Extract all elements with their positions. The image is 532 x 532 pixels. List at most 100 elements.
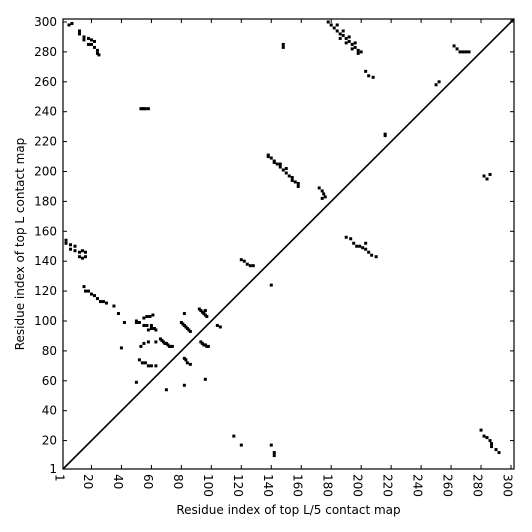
y-tick-label: 260 xyxy=(34,75,57,89)
x-tick-label: 140 xyxy=(261,474,275,497)
contact-point xyxy=(77,32,81,36)
contact-point xyxy=(347,39,351,43)
contact-point xyxy=(458,50,462,54)
x-tick-label: 80 xyxy=(171,474,185,489)
contact-point xyxy=(149,323,153,327)
x-tick-label: 260 xyxy=(441,474,455,497)
contact-point xyxy=(358,244,362,248)
contact-point xyxy=(335,29,339,33)
contact-point xyxy=(116,312,120,316)
y-tick-label: 160 xyxy=(34,224,57,238)
contact-point xyxy=(185,361,189,365)
contact-point xyxy=(326,20,330,24)
contact-point xyxy=(464,50,468,54)
contact-point xyxy=(170,344,174,348)
contact-point xyxy=(82,285,86,289)
contact-point xyxy=(353,41,357,45)
contact-point xyxy=(218,325,222,329)
contact-point xyxy=(269,156,273,160)
contact-point xyxy=(335,23,339,27)
x-tick-label: 40 xyxy=(111,474,125,489)
contact-point xyxy=(287,174,291,178)
contact-point xyxy=(296,181,300,185)
contact-point xyxy=(284,171,288,175)
contact-point xyxy=(371,75,375,79)
contact-point xyxy=(281,168,285,172)
contact-point xyxy=(215,323,219,327)
contact-points xyxy=(64,20,501,458)
contact-point xyxy=(479,428,483,432)
contact-point xyxy=(134,380,138,384)
y-tick-label: 40 xyxy=(42,404,57,418)
contact-point xyxy=(290,178,294,182)
contact-point xyxy=(364,247,368,251)
contact-point xyxy=(80,256,84,260)
contact-point xyxy=(149,364,153,368)
contact-point xyxy=(329,23,333,27)
contact-point xyxy=(182,312,186,316)
contact-point xyxy=(485,177,489,181)
contact-point xyxy=(322,192,326,196)
contact-point xyxy=(205,315,209,319)
x-tick-label: 1 xyxy=(53,474,67,482)
contact-point xyxy=(251,264,255,268)
x-tick-label: 240 xyxy=(411,474,425,497)
contact-point xyxy=(284,167,288,171)
contact-point xyxy=(95,297,99,301)
contact-point xyxy=(323,195,327,199)
contact-point xyxy=(290,175,294,179)
contact-point xyxy=(455,47,459,51)
contact-point xyxy=(95,48,99,52)
contact-point xyxy=(148,315,152,319)
contact-point xyxy=(119,346,123,350)
contact-point xyxy=(139,344,143,348)
contact-point xyxy=(356,51,360,55)
contact-point xyxy=(353,45,357,49)
contact-point xyxy=(497,451,501,455)
contact-point xyxy=(64,241,68,245)
y-tick-label: 280 xyxy=(34,45,57,59)
contact-point xyxy=(320,196,324,200)
y-tick-label: 60 xyxy=(42,374,57,388)
y-tick-label: 240 xyxy=(34,105,57,119)
contact-point xyxy=(142,341,146,345)
x-tick-label: 20 xyxy=(81,474,95,489)
y-tick-label: 140 xyxy=(34,254,57,268)
contact-point xyxy=(364,241,368,245)
contact-point xyxy=(143,361,147,365)
diagonal-line xyxy=(62,18,515,470)
contact-point xyxy=(338,36,342,40)
contact-point xyxy=(203,309,207,313)
contact-point xyxy=(356,48,360,52)
contact-point xyxy=(490,445,494,449)
contact-point xyxy=(452,44,456,48)
contact-point xyxy=(188,362,192,366)
contact-point xyxy=(182,383,186,387)
contact-point xyxy=(89,292,93,296)
contact-point xyxy=(70,21,74,25)
contact-point xyxy=(154,364,158,368)
y-tick-label: 300 xyxy=(34,15,57,29)
y-tick-label: 200 xyxy=(34,164,57,178)
contact-point xyxy=(149,326,153,330)
contact-point xyxy=(344,41,348,45)
y-axis-label: Residue index of top L contact map xyxy=(13,138,27,351)
contact-point xyxy=(154,340,158,344)
contact-point xyxy=(383,134,387,138)
contact-point xyxy=(245,262,249,266)
contact-point xyxy=(482,434,486,438)
contact-point xyxy=(434,83,438,87)
y-tick-label: 120 xyxy=(34,284,57,298)
contact-point xyxy=(206,344,210,348)
contact-point xyxy=(151,313,155,317)
contact-point xyxy=(355,244,359,248)
contact-point xyxy=(367,250,371,254)
y-tick-label: 100 xyxy=(34,314,57,328)
x-tick-label: 160 xyxy=(291,474,305,497)
contact-point xyxy=(97,53,101,57)
contact-point xyxy=(272,451,276,455)
contact-point xyxy=(364,69,368,73)
contact-point xyxy=(296,184,300,188)
contact-point xyxy=(242,259,246,263)
axis-ticks: 1 20 40 60 80 100 120 140 160 180 200 220 240 260 280 3… xyxy=(34,15,514,497)
